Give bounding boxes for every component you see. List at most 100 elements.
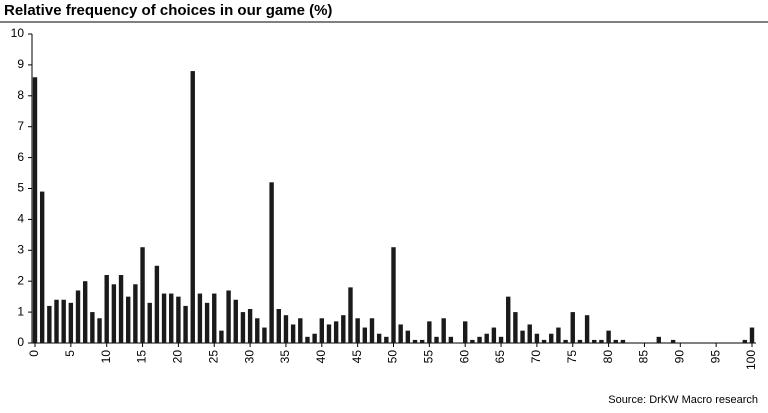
x-tick-label: 80 (601, 350, 615, 364)
bar (376, 333, 382, 343)
bar (434, 336, 439, 343)
x-tick-label: 5 (63, 350, 77, 357)
bar (226, 290, 231, 343)
x-tick-label: 45 (350, 350, 364, 364)
bar (369, 318, 375, 343)
bar (233, 299, 238, 343)
bar (333, 321, 339, 343)
bar (742, 339, 748, 343)
bar (219, 330, 224, 343)
x-tick-label: 25 (206, 350, 220, 364)
x-tick-label: 35 (278, 350, 292, 364)
x-tick-label: 85 (637, 350, 651, 364)
bar (197, 293, 203, 343)
bar (541, 339, 547, 343)
bar (104, 275, 109, 343)
x-tick-label: 55 (422, 350, 436, 364)
x-tick-label: 70 (529, 350, 543, 364)
bar (470, 339, 475, 343)
bar (247, 309, 253, 343)
bar (133, 284, 138, 343)
y-tick-label: 0 (17, 335, 24, 349)
bar (169, 293, 174, 343)
bar (498, 336, 504, 343)
bar (276, 309, 281, 343)
bar (391, 247, 396, 343)
source-note: Source: DrKW Macro research (608, 394, 758, 406)
bar (39, 191, 45, 343)
bar (140, 247, 145, 343)
bar (118, 275, 124, 343)
bar (613, 339, 618, 343)
bar (126, 296, 131, 343)
y-tick-label: 7 (17, 119, 24, 133)
x-tick-label: 100 (744, 350, 758, 370)
bar (527, 324, 532, 343)
bar (255, 318, 260, 343)
bar (556, 327, 561, 343)
y-tick-label: 5 (17, 181, 24, 195)
bar (620, 339, 626, 343)
x-tick-label: 50 (386, 350, 400, 364)
bar (147, 302, 152, 343)
bar (90, 312, 95, 343)
x-tick-label: 0 (27, 350, 41, 357)
y-tick-label: 3 (17, 242, 24, 256)
bar (513, 312, 518, 343)
bar (82, 281, 88, 343)
bar (176, 296, 181, 343)
bar (348, 287, 353, 343)
bar (298, 318, 303, 343)
y-tick-label: 10 (11, 26, 25, 40)
bar (448, 336, 454, 343)
bar (154, 265, 160, 343)
bar (477, 336, 482, 343)
bar (506, 296, 511, 343)
bar (97, 318, 102, 343)
x-tick-label: 40 (314, 350, 328, 364)
y-tick-label: 1 (17, 304, 24, 318)
y-tick-label: 8 (17, 88, 24, 102)
bar (204, 302, 210, 343)
bar (312, 333, 317, 343)
bar (190, 71, 195, 343)
bar (405, 330, 411, 343)
bar (606, 330, 611, 343)
bar (326, 324, 332, 343)
y-tick-label: 4 (17, 212, 24, 226)
x-tick-label: 65 (493, 350, 507, 364)
bar (68, 302, 74, 343)
bar (441, 318, 446, 343)
bar (341, 315, 346, 343)
x-tick-label: 75 (565, 350, 579, 364)
bar (54, 299, 59, 343)
bar (463, 321, 468, 343)
bar (520, 330, 525, 343)
y-tick-label: 6 (17, 150, 24, 164)
bar (549, 333, 554, 343)
bar (111, 284, 117, 343)
bar (427, 321, 432, 343)
bar (61, 299, 66, 343)
bar (534, 333, 540, 343)
bar (75, 290, 81, 343)
bar (161, 293, 167, 343)
bar (262, 327, 267, 343)
chart-title: Relative frequency of choices in our gam… (4, 2, 332, 19)
bar (570, 312, 575, 343)
bar (670, 339, 676, 343)
bar (319, 318, 324, 343)
bar (577, 339, 583, 343)
x-tick-label: 60 (457, 350, 471, 364)
bar (412, 339, 418, 343)
bar (283, 315, 289, 343)
x-tick-label: 90 (672, 350, 686, 364)
bar (656, 336, 661, 343)
bar (749, 327, 755, 343)
bar (183, 305, 188, 343)
bar (584, 315, 590, 343)
bar (384, 336, 389, 343)
x-tick-label: 95 (708, 350, 722, 364)
bar (305, 336, 310, 343)
